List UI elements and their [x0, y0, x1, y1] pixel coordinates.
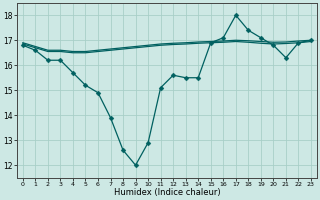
X-axis label: Humidex (Indice chaleur): Humidex (Indice chaleur)	[114, 188, 220, 197]
